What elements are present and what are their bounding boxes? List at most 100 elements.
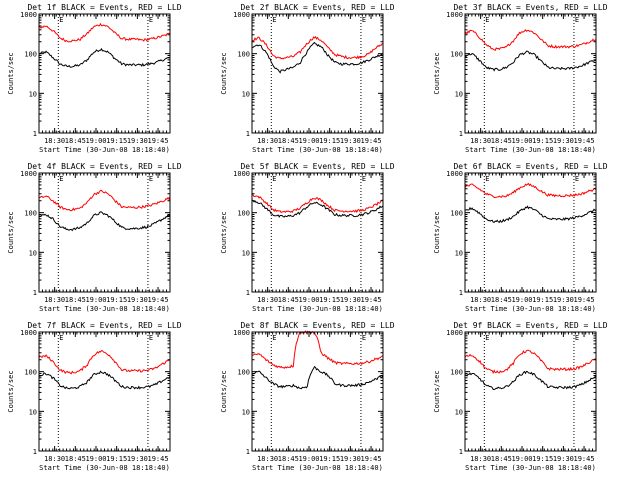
- x-tick-label: 19:45: [361, 455, 382, 463]
- y-tick-label: 100: [450, 210, 463, 218]
- y-tick-label: 100: [450, 369, 463, 377]
- x-tick-label: 19:30: [553, 137, 574, 145]
- x-tick-label: 19:45: [148, 296, 169, 304]
- event-marker-label: E: [149, 334, 153, 342]
- plot-frame: [464, 331, 597, 452]
- series-line-events: [464, 205, 597, 224]
- x-tick-label: 19:30: [553, 455, 574, 463]
- y-tick-label: 100: [237, 369, 250, 377]
- x-axis-label: Start Time (30-Jun-08 18:18:40): [252, 305, 383, 313]
- x-tick-label: 19:00: [511, 455, 532, 463]
- y-tick-label: 1000: [20, 170, 37, 178]
- y-tick-label: 10: [455, 408, 463, 416]
- y-tick-label: 10: [242, 408, 250, 416]
- x-axis-label: Start Time (30-Jun-08 18:18:40): [465, 464, 596, 472]
- x-tick-label: 19:45: [148, 137, 169, 145]
- y-tick-label: 1000: [20, 11, 37, 19]
- x-axis-label: Start Time (30-Jun-08 18:18:40): [39, 464, 170, 472]
- x-tick-label: 19:15: [532, 296, 553, 304]
- event-marker-label: E: [272, 175, 276, 183]
- x-tick-label: 19:00: [511, 137, 532, 145]
- event-marker-label: E: [362, 16, 366, 24]
- y-tick-label: 10: [29, 408, 37, 416]
- event-marker-label: E: [485, 175, 489, 183]
- x-tick-label: 19:30: [340, 455, 361, 463]
- y-tick-label: 100: [450, 51, 463, 59]
- y-tick-label: 1000: [233, 11, 250, 19]
- series-line-lld: [251, 35, 384, 60]
- event-marker-label: E: [362, 334, 366, 342]
- series-line-lld: [38, 189, 171, 212]
- y-tick-label: 100: [24, 210, 37, 218]
- x-tick-label: 18:45: [278, 296, 299, 304]
- series-line-lld: [464, 182, 597, 198]
- x-tick-label: 19:45: [361, 137, 382, 145]
- event-marker-label: E: [272, 334, 276, 342]
- x-tick-label: 19:15: [532, 137, 553, 145]
- y-tick-label: 1000: [446, 11, 463, 19]
- series-line-lld: [38, 22, 171, 43]
- plot-frame: [251, 331, 384, 452]
- x-tick-label: 19:00: [298, 296, 319, 304]
- x-axis-label: Start Time (30-Jun-08 18:18:40): [252, 464, 383, 472]
- x-tick-label: 19:45: [361, 296, 382, 304]
- x-tick-label: 19:30: [127, 137, 148, 145]
- y-tick-label: 1: [33, 448, 37, 456]
- x-axis-label: Start Time (30-Jun-08 18:18:40): [252, 146, 383, 154]
- series-line-events: [464, 50, 597, 72]
- y-axis-label: Counts/sec: [433, 52, 441, 94]
- x-tick-label: 19:45: [574, 137, 595, 145]
- plot-frame: [464, 172, 597, 293]
- y-tick-label: 1000: [233, 329, 250, 337]
- series-line-lld: [38, 350, 171, 375]
- x-tick-label: 18:45: [278, 137, 299, 145]
- y-axis-label: Counts/sec: [220, 211, 228, 253]
- y-tick-label: 10: [242, 90, 250, 98]
- x-axis-label: Start Time (30-Jun-08 18:18:40): [39, 305, 170, 313]
- event-marker-label: E: [59, 175, 63, 183]
- y-tick-label: 100: [237, 210, 250, 218]
- x-tick-label: 18:45: [65, 455, 86, 463]
- x-tick-label: 19:00: [85, 137, 106, 145]
- plot-frame: [38, 13, 171, 134]
- x-tick-label: 18:45: [278, 455, 299, 463]
- event-marker-label: E: [362, 175, 366, 183]
- y-tick-label: 100: [24, 369, 37, 377]
- y-tick-label: 1: [246, 289, 250, 297]
- x-tick-label: 19:15: [106, 455, 127, 463]
- panel-title: Det 4f BLACK = Events, RED = LLD: [27, 162, 181, 171]
- x-tick-label: 18:30: [470, 455, 491, 463]
- x-tick-label: 19:00: [85, 455, 106, 463]
- x-tick-label: 19:30: [340, 137, 361, 145]
- y-tick-label: 10: [455, 249, 463, 257]
- y-tick-label: 1000: [20, 329, 37, 337]
- x-tick-label: 18:45: [65, 296, 86, 304]
- event-marker-label: E: [485, 334, 489, 342]
- event-marker-label: E: [575, 175, 579, 183]
- x-tick-label: 18:30: [257, 137, 278, 145]
- x-tick-label: 18:30: [44, 455, 65, 463]
- y-tick-label: 10: [29, 249, 37, 257]
- event-marker-label: E: [575, 16, 579, 24]
- series-line-events: [251, 365, 384, 390]
- detector-panel-3: Det 3f BLACK = Events, RED = LLD E E 1 10 100…: [433, 3, 608, 154]
- detector-panel-9: Det 9f BLACK = Events, RED = LLD E E 1 10 100…: [433, 321, 608, 472]
- x-tick-label: 19:30: [127, 455, 148, 463]
- panel-title: Det 7f BLACK = Events, RED = LLD: [27, 321, 181, 330]
- event-marker-label: E: [59, 334, 63, 342]
- y-tick-label: 1: [33, 130, 37, 138]
- series-line-events: [251, 199, 384, 218]
- y-axis-label: Counts/sec: [7, 370, 15, 412]
- x-tick-label: 19:15: [319, 137, 340, 145]
- event-marker-label: E: [485, 16, 489, 24]
- y-tick-label: 1: [459, 448, 463, 456]
- detector-panel-1: Det 1f BLACK = Events, RED = LLD E E 1 10 100…: [7, 3, 182, 154]
- x-tick-label: 18:45: [491, 455, 512, 463]
- x-axis-label: Start Time (30-Jun-08 18:18:40): [465, 146, 596, 154]
- panel-title: Det 1f BLACK = Events, RED = LLD: [27, 3, 181, 12]
- x-tick-label: 19:15: [532, 455, 553, 463]
- y-axis-label: Counts/sec: [433, 211, 441, 253]
- x-tick-label: 19:00: [298, 455, 319, 463]
- x-tick-label: 18:30: [257, 455, 278, 463]
